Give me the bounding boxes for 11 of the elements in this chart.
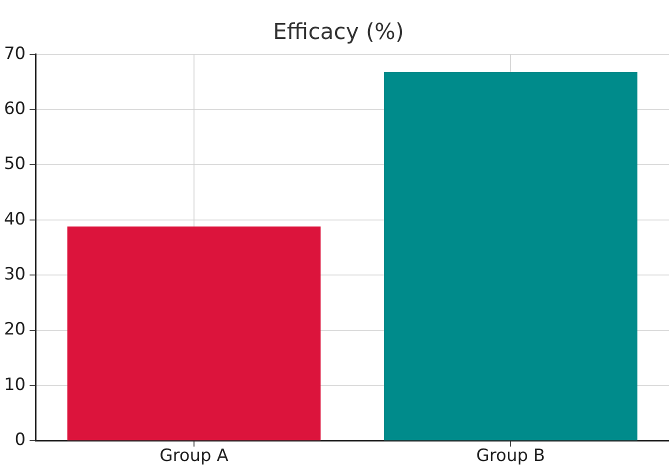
y-tick-label: 30 (4, 264, 26, 285)
x-tick-label: Group A (160, 446, 229, 466)
y-tick-label: 10 (4, 374, 26, 395)
y-tick-label: 20 (4, 320, 26, 340)
y-tick-label: 50 (4, 154, 26, 174)
x-tick-label: Group B (476, 446, 546, 466)
y-tick-label: 0 (14, 430, 26, 450)
y-tick-label: 60 (4, 98, 26, 119)
y-tick-label: 70 (4, 44, 26, 64)
y-tick-label: 40 (4, 209, 26, 230)
chart-title: Efficacy (%) (273, 20, 404, 45)
